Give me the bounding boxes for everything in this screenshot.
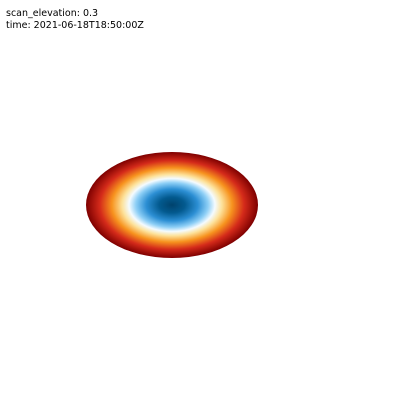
time-label: time: 2021-06-18T18:50:00Z [6, 20, 144, 31]
radar-scan-ellipse [86, 152, 258, 258]
scan-elevation-label: scan_elevation: 0.3 [6, 8, 99, 19]
plot-header: scan_elevation: 0.3 time: 2021-06-18T18:… [6, 8, 144, 32]
